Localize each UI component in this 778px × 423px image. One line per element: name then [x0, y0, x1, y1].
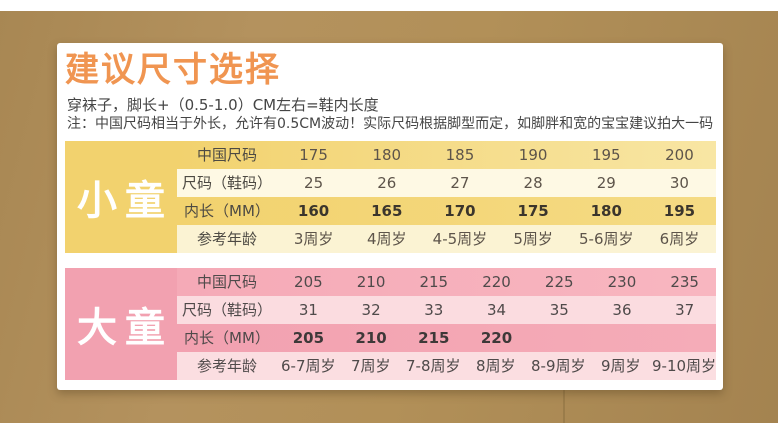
value-cell	[591, 324, 654, 352]
row-label: 尺码（鞋码）	[181, 174, 272, 192]
top-white-strip	[0, 0, 778, 11]
size-tables: 小童 中国尺码 175 180 185 190 195 200 尺码（鞋码） 25 26 27 28 29…	[65, 141, 716, 380]
value-cell: 29	[596, 174, 616, 192]
value-cell: 4周岁	[366, 230, 407, 248]
value-cell: 33	[424, 301, 444, 319]
row-label: 中国尺码	[196, 273, 257, 291]
value-cell: 8-9周岁	[531, 357, 586, 375]
value-cell: 30	[669, 174, 689, 192]
row-label: 参考年龄	[196, 357, 257, 375]
row-ref-age: 参考年龄 3周岁 4周岁 4-5周岁 5周岁 5-6周岁 6周岁	[177, 225, 716, 253]
size-table-small-child: 小童 中国尺码 175 180 185 190 195 200 尺码（鞋码） 25 26 27 28 29…	[65, 141, 716, 253]
value-cell: 165	[371, 202, 403, 220]
value-cell: 170	[444, 202, 476, 220]
value-cell: 160	[297, 202, 330, 220]
cardboard-crease	[563, 388, 565, 423]
row-china-size: 中国尺码 175 180 185 190 195 200	[177, 141, 716, 169]
row-ref-age: 参考年龄 6-7周岁 7周岁 7-8周岁 8周岁 8-9周岁 9周岁 9-10周岁	[177, 352, 716, 380]
value-cell: 230	[607, 273, 637, 291]
table-rows: 中国尺码 175 180 185 190 195 200 尺码（鞋码） 25 26 27 28 29 30…	[177, 141, 716, 253]
measurement-tip: 穿袜子，脚长+（0.5-1.0）CM左右=鞋内长度	[67, 96, 379, 114]
row-inner-length: 内长（MM） 205 210 215 220	[177, 324, 716, 352]
value-cell: 9周岁	[600, 357, 641, 375]
row-label: 内长（MM）	[184, 329, 270, 347]
value-cell: 235	[670, 273, 699, 291]
value-cell: 210	[355, 329, 387, 347]
value-cell: 26	[377, 174, 397, 192]
row-label: 尺码（鞋码）	[181, 301, 272, 319]
size-note: 注：中国尺码相当于外长，允许有0.5CM波动！实际尺码根据脚型而定，如脚胖和宽的…	[67, 116, 714, 132]
value-cell: 7周岁	[350, 357, 391, 375]
group-label-small-child: 小童	[65, 141, 177, 253]
value-cell: 175	[299, 146, 328, 164]
value-cell: 5-6周岁	[579, 230, 634, 248]
value-cell: 31	[298, 301, 318, 319]
value-cell: 36	[612, 301, 632, 319]
value-cell	[528, 324, 591, 352]
row-shoe-size: 尺码（鞋码） 25 26 27 28 29 30	[177, 169, 716, 197]
value-cell: 225	[544, 273, 574, 291]
row-china-size: 中国尺码 205 210 215 220 225 230 235	[177, 268, 716, 296]
value-cell: 190	[518, 146, 548, 164]
value-cell: 215	[418, 329, 450, 347]
value-cell: 195	[663, 202, 696, 220]
row-inner-length: 内长（MM） 160 165 170 175 180 195	[177, 197, 716, 225]
size-guide-panel: 建议尺寸选择 穿袜子，脚长+（0.5-1.0）CM左右=鞋内长度 注：中国尺码相…	[57, 43, 723, 390]
value-cell: 3周岁	[293, 230, 334, 248]
page-title: 建议尺寸选择	[65, 50, 281, 90]
row-label: 内长（MM）	[184, 202, 270, 220]
row-label: 中国尺码	[196, 146, 257, 164]
value-cell: 205	[292, 329, 325, 347]
value-cell: 7-8周岁	[406, 357, 461, 375]
value-cell: 185	[445, 146, 475, 164]
table-rows: 中国尺码 205 210 215 220 225 230 235 尺码（鞋码） 31 32 33 34 3…	[177, 268, 716, 380]
value-cell	[653, 324, 716, 352]
row-shoe-size: 尺码（鞋码） 31 32 33 34 35 36 37	[177, 296, 716, 324]
value-cell: 9-10周岁	[652, 357, 717, 375]
value-cell: 6周岁	[659, 230, 700, 248]
value-cell: 25	[304, 174, 324, 192]
value-cell: 37	[675, 301, 695, 319]
value-cell: 220	[480, 329, 513, 347]
size-table-big-child: 大童 中国尺码 205 210 215 220 225 230 235 尺码（鞋码） 31 32 33 3…	[65, 268, 716, 380]
value-cell: 200	[665, 146, 694, 164]
value-cell: 195	[591, 146, 621, 164]
value-cell: 180	[372, 146, 402, 164]
value-cell: 5周岁	[513, 230, 553, 248]
value-cell: 175	[517, 202, 549, 220]
value-cell: 180	[590, 202, 622, 220]
row-label: 参考年龄	[196, 230, 257, 248]
value-cell: 220	[482, 273, 511, 291]
value-cell: 4-5周岁	[432, 230, 488, 248]
value-cell: 215	[419, 273, 449, 291]
value-cell: 8周岁	[475, 357, 516, 375]
value-cell: 28	[523, 174, 543, 192]
value-cell: 34	[486, 301, 507, 319]
value-cell: 35	[549, 301, 569, 319]
value-cell: 6-7周岁	[281, 357, 336, 375]
value-cell: 27	[450, 174, 470, 192]
value-cell: 205	[294, 273, 323, 291]
value-cell: 210	[356, 273, 386, 291]
group-label-big-child: 大童	[65, 268, 177, 380]
value-cell: 32	[361, 301, 381, 319]
